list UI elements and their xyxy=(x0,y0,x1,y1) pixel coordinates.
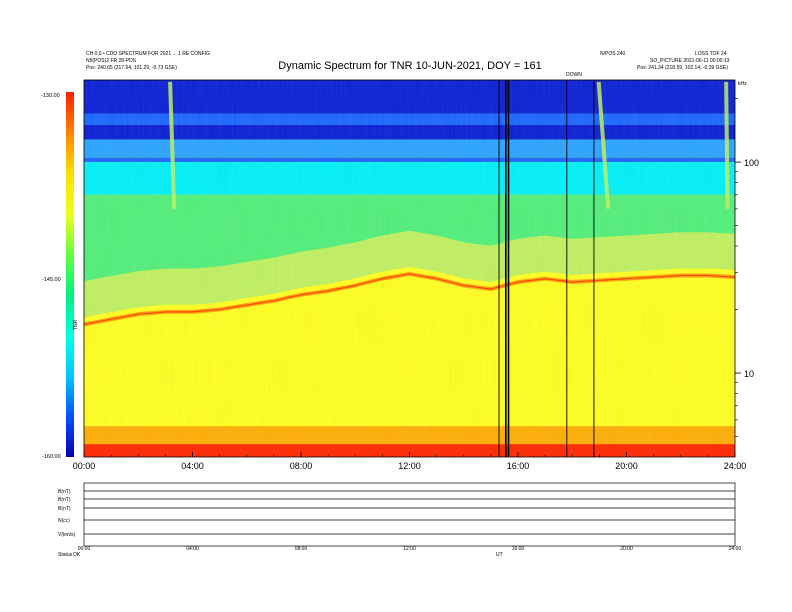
chart-title: Dynamic Spectrum for TNR 10-JUN-2021, DO… xyxy=(278,60,541,72)
vertical-marker-label: DOWN xyxy=(566,72,582,78)
x-tick-label-6: 24:00 xyxy=(724,461,747,471)
colorbar-tick-mid: -145.00 xyxy=(42,277,61,283)
x-tick-label-0: 00:00 xyxy=(73,461,96,471)
header-left-line2: N5(POS)2 FR 28-PDS xyxy=(86,58,137,64)
header-right-line3: SO_PICTURE 2021-06-11 00:00:13 xyxy=(650,58,730,64)
colorbar-tick-bottom: -160.00 xyxy=(42,454,61,460)
x-tick-label-4: 16:00 xyxy=(507,461,530,471)
status-tag: OK xyxy=(73,552,81,558)
panel-x-tick-6: 24:00 xyxy=(729,546,742,552)
y-axis: 100 10 xyxy=(735,98,759,437)
colorbar-fill xyxy=(66,92,74,457)
header-right-line4: Pos: 241.34 (218.59, 102.14, -0.39 GSE) xyxy=(637,65,728,71)
x-tick-label-1: 04:00 xyxy=(181,461,204,471)
panel-x-tick-4: 16:00 xyxy=(512,546,525,552)
panel-x-tick-3: 12:00 xyxy=(403,546,416,552)
panel-label-0: B(nT) xyxy=(58,489,71,495)
panel-x-tick-2: 08:00 xyxy=(295,546,308,552)
colorbar: -130.00 -145.00 -160.00 TNR xyxy=(41,92,79,460)
panel-x-tick-5: 20:00 xyxy=(620,546,633,552)
panel-label-4: V(km/s) xyxy=(58,532,76,538)
colorbar-tick-top: -130.00 xyxy=(41,93,60,99)
header-left-line3: Pos: 240.65 (217.64, 101.29, -0.73 GSE) xyxy=(86,65,177,71)
spectrogram-texture xyxy=(84,80,735,457)
x-axis: 00:00 04:00 08:00 12:00 16:00 20:00 24:00 xyxy=(73,452,747,471)
status-label: Status xyxy=(58,552,73,558)
x-tick-label-5: 20:00 xyxy=(615,461,638,471)
panel-label-1: B(nT) xyxy=(58,497,71,503)
x-tick-label-3: 12:00 xyxy=(398,461,421,471)
y-unit-label: kHz xyxy=(738,81,747,87)
y-tick-label-1: 10 xyxy=(744,369,754,379)
header-right-line2: LOSS TOF 24 xyxy=(695,51,727,57)
colorbar-label: TNR xyxy=(73,319,79,330)
panel-label-3: N(cc) xyxy=(58,518,70,524)
y-tick-label-0: 100 xyxy=(744,158,759,168)
ancillary-frame xyxy=(83,482,736,547)
spectrogram xyxy=(84,80,735,457)
panel-x-tick-1: 04:00 xyxy=(186,546,199,552)
header-right-line1: N/POS 240 xyxy=(600,51,626,57)
vertical-markers xyxy=(498,80,595,457)
panel-x-tick-0: 00:00 xyxy=(78,546,91,552)
ancillary-panels: Status OK UT B(nT) B(nT) B(nT) N(cc) V(km/s)… xyxy=(58,482,742,558)
header-left-line1: CH 0,0 • CDO SPECTRUM FOR 2021 ... 1 RE … xyxy=(86,51,210,57)
panel-label-2: B(nT) xyxy=(58,506,71,512)
ut-label: UT xyxy=(496,552,503,558)
x-tick-label-2: 08:00 xyxy=(290,461,313,471)
